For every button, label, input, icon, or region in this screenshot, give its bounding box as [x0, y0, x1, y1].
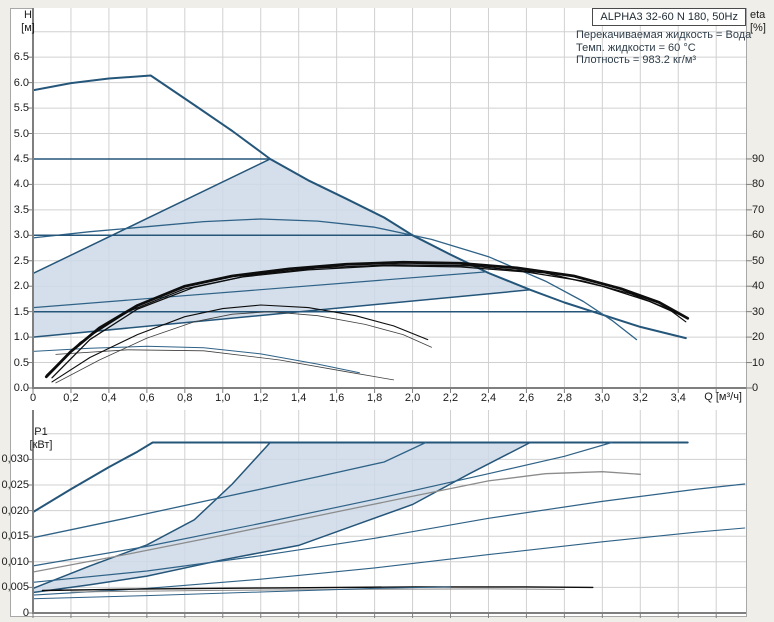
q-axis-tick-label: 1,6	[328, 392, 345, 404]
q-axis-tick-label: 0,4	[101, 392, 117, 404]
h-axis-tick-label: 1.0	[13, 331, 29, 344]
eta-axis-tick-label: 0	[752, 382, 759, 394]
q-axis-tick-label: 0,6	[139, 392, 155, 404]
p1-axis-tick-label: 0,030	[1, 453, 29, 466]
mid-speed-curve	[33, 218, 638, 341]
eta-curve-mid	[51, 304, 429, 383]
q-axis-tick-label: 2,0	[404, 392, 421, 404]
liquid-info-line: Плотность = 983.2 кг/м³	[576, 54, 697, 66]
p1-max-curve	[33, 441, 689, 514]
q-axis-tick-label: 1,0	[215, 392, 231, 404]
h-axis-tick-label: 4.0	[13, 178, 29, 191]
q-axis-tick-label: 1,4	[291, 392, 307, 404]
p1-cp2-curve	[33, 483, 746, 583]
p1-axis-tick-label: 0,005	[1, 581, 29, 594]
h-axis-unit: [м]	[21, 22, 35, 34]
h-axis-tick-label: 3.5	[13, 203, 29, 216]
h-axis-tick-label: 4.5	[13, 152, 29, 165]
h-axis-tick-label: 2.5	[13, 254, 29, 267]
h-axis-tick-label: 2.0	[13, 280, 29, 293]
q-axis-tick-label: 2,2	[442, 392, 459, 404]
min-speed-curve	[33, 345, 360, 374]
p1-mode-curve-a	[33, 441, 613, 567]
p1-axis-tick-label: 0,020	[1, 504, 29, 517]
eta-axis-tick-label: 40	[752, 280, 765, 293]
q-axis-label: Q [м³/ч]	[704, 391, 742, 403]
p1-axis-tick-label: 0,025	[1, 479, 29, 491]
h-axis-tick-label: 1.5	[13, 305, 29, 318]
h-axis-tick-label: 5.0	[13, 127, 29, 140]
q-axis-tick-label: 2,8	[556, 392, 573, 404]
p1-low-curve	[33, 586, 451, 600]
h-axis-tick-label: 0.0	[13, 382, 29, 394]
min-speed-curve-2	[55, 349, 395, 381]
pump-model-title: ALPHA3 32-60 N 180, 50Hz	[592, 8, 746, 26]
liquid-info-line: Перекачиваемая жидкость = Вода	[576, 29, 752, 41]
eta-axis-label: eta [%]	[750, 9, 774, 35]
q-axis-tick-label: 3,4	[670, 392, 686, 404]
q-axis-tick-label: 3,2	[632, 392, 648, 404]
max-speed-curve	[33, 74, 687, 340]
prop-pressure-mid-line	[33, 271, 486, 309]
p1-mid-speed-curve	[33, 471, 641, 573]
p1-axis-name: P1	[34, 426, 48, 438]
q-axis-tick-label: 1,2	[253, 392, 269, 404]
eta-axis-tick-label: 20	[752, 331, 765, 344]
eta-axis-tick-label: 70	[752, 203, 765, 216]
eta-axis-tick-label: 90	[752, 152, 765, 165]
h-axis-label: H [м]	[14, 9, 42, 35]
power-envelope	[33, 441, 531, 594]
p1-cp3-curve	[33, 441, 427, 539]
p1-min-speed-curve	[41, 586, 594, 592]
h-axis-tick-label: 5.5	[13, 102, 29, 115]
h-axis-tick-label: 0.5	[13, 356, 29, 369]
p1-axis-tick-label: 0,010	[1, 555, 29, 568]
eta-axis-name: eta	[750, 9, 766, 21]
h-axis-tick-label: 6.5	[13, 51, 29, 64]
p1-chart-plot-area	[33, 441, 746, 600]
q-axis-tick-label: 0	[29, 392, 37, 404]
q-axis-tick-label: 0,2	[63, 392, 79, 404]
q-axis-tick-label: 0,8	[177, 392, 193, 404]
eta-axis-tick-label: 60	[752, 229, 765, 242]
q-axis-tick-label: 3,0	[594, 392, 610, 404]
q-axis-tick-label: 1,8	[366, 392, 383, 404]
liquid-info-block: Перекачиваемая жидкость = Вода Темп. жид…	[576, 29, 751, 67]
h-axis-name: H	[24, 9, 32, 21]
hq-chart-plot-area	[33, 74, 690, 384]
eta-axis-tick-label: 10	[752, 356, 765, 369]
p1-axis-unit: [кВт]	[29, 439, 53, 451]
eta-curve-max-1	[44, 260, 690, 379]
p1-cp1-curve	[33, 527, 746, 596]
eta-axis-tick-label: 30	[752, 305, 765, 318]
liquid-info-line: Темп. жидкости = 60 °C	[576, 41, 696, 54]
p1-axis-label: P1 [кВт]	[22, 426, 60, 452]
eta-axis-tick-label: 80	[752, 178, 765, 191]
eta-curve-mid-2	[55, 311, 432, 384]
q-axis-tick-label: 2,6	[518, 392, 535, 404]
eta-axis-unit: [%]	[750, 22, 766, 34]
h-axis-tick-label: 6.0	[13, 76, 29, 89]
eta-axis-tick-label: 50	[752, 254, 765, 267]
q-axis-tick-label: 2,4	[480, 392, 497, 404]
eta-curve-max-3	[45, 265, 687, 376]
p1-axis-tick-label: 0	[22, 607, 29, 619]
h-axis-tick-label: 3.0	[13, 229, 29, 242]
p1-axis-tick-label: 0,015	[1, 530, 29, 543]
